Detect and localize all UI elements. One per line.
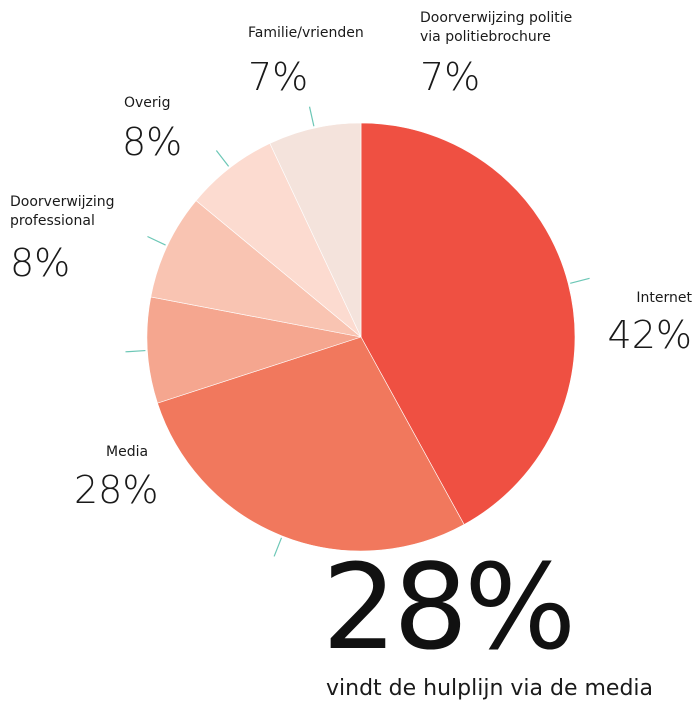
slice-label-professional-line2: professional [10, 213, 95, 229]
slice-label-politie: Doorverwijzing politie via politiebrochu… [420, 10, 577, 45]
leader-line-1 [273, 537, 283, 557]
pie-slice-1 [157, 336, 465, 552]
leader-line-5 [308, 106, 315, 127]
slice-value-media: 28% [74, 468, 158, 512]
leader-line-2 [125, 349, 146, 353]
slice-value-professional: 8% [10, 241, 70, 285]
headline-value: 28% [322, 538, 576, 676]
pie-slice-3 [150, 200, 362, 338]
slice-value-internet: 42% [608, 313, 692, 357]
pie-slices [146, 122, 576, 552]
pie-slice-0 [360, 122, 576, 525]
leader-line-0 [570, 277, 590, 284]
pie-slice-5 [269, 122, 362, 338]
slice-value-politie: 7% [420, 55, 480, 99]
leader-line-4 [215, 150, 230, 167]
leader-line-3 [147, 235, 166, 246]
slice-label-professional-line1: Doorverwijzing [10, 194, 115, 210]
leader-lines [125, 106, 590, 557]
pie-slice-2 [146, 296, 362, 404]
slice-label-politie-line2: via politiebrochure [420, 29, 551, 45]
slice-label-internet: Internet [636, 290, 692, 306]
slice-value-familie: 7% [248, 55, 308, 99]
headline-caption: vindt de hulplijn via de media [326, 676, 654, 701]
slice-label-familie: Familie/vrienden [248, 25, 364, 41]
slice-label-media: Media [106, 444, 148, 460]
slice-label-overig: Overig [124, 95, 170, 111]
slice-value-overig: 8% [122, 120, 182, 164]
slice-label-politie-line1: Doorverwijzing politie [420, 10, 572, 26]
slice-label-professional: Doorverwijzing professional [10, 194, 119, 229]
